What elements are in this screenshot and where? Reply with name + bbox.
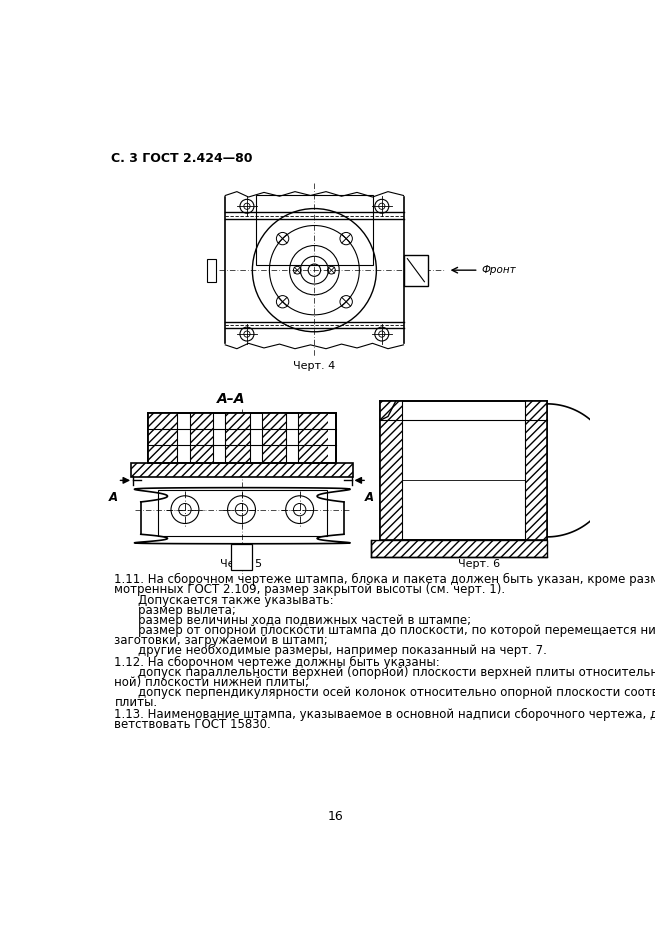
Text: размер от опорной плоскости штампа до плоскости, по которой перемещается нижний : размер от опорной плоскости штампа до пл… <box>138 624 655 637</box>
Text: 1.13. Наименование штампа, указываемое в основной надписи сборочного чертежа, до: 1.13. Наименование штампа, указываемое в… <box>115 708 655 721</box>
Bar <box>371 540 547 557</box>
Text: 16: 16 <box>328 810 343 823</box>
Text: ной) плоскости нижней плиты;: ной) плоскости нижней плиты; <box>115 676 309 689</box>
Text: допуск параллельности верхней (опорной) плоскости верхней плиты относительно ниж: допуск параллельности верхней (опорной) … <box>138 665 655 679</box>
Text: А: А <box>365 491 374 505</box>
Text: размер вылета;: размер вылета; <box>138 605 236 618</box>
Text: плиты.: плиты. <box>115 696 158 709</box>
Text: Допускается также указывать:: Допускается также указывать: <box>138 594 333 607</box>
Bar <box>189 413 213 462</box>
Bar <box>256 196 373 265</box>
Bar <box>298 413 328 462</box>
Bar <box>525 401 547 540</box>
Bar <box>263 413 286 462</box>
Text: Фронт: Фронт <box>482 265 516 275</box>
Text: А: А <box>108 491 117 505</box>
Text: Черт. 6: Черт. 6 <box>458 559 500 569</box>
Bar <box>148 413 178 462</box>
Bar <box>148 413 336 462</box>
Bar <box>148 413 336 462</box>
Text: 1.12. На сборочном чертеже должны быть указаны:: 1.12. На сборочном чертеже должны быть у… <box>115 656 440 669</box>
Text: А–А: А–А <box>216 392 245 406</box>
Bar <box>206 258 216 282</box>
Text: 1.11. На сборочном чертеже штампа, блока и пакета должен быть указан, кроме разм: 1.11. На сборочном чертеже штампа, блока… <box>115 573 655 586</box>
Text: Черт. 4: Черт. 4 <box>293 361 335 371</box>
Bar <box>403 255 428 285</box>
Bar <box>231 544 252 570</box>
Text: Черт. 5: Черт. 5 <box>221 559 263 569</box>
Text: заготовки, загружаемой в штамп;: заготовки, загружаемой в штамп; <box>115 635 328 648</box>
Bar <box>381 401 547 540</box>
Text: допуск перпендикулярности осей колонок относительно опорной плоскости соответств: допуск перпендикулярности осей колонок о… <box>138 686 655 699</box>
Bar <box>225 413 250 462</box>
Bar <box>131 462 353 476</box>
Bar <box>381 401 402 540</box>
Text: другие необходимые размеры, например показанный на черт. 7.: другие необходимые размеры, например пок… <box>138 644 546 657</box>
Text: С. 3 ГОСТ 2.424—80: С. 3 ГОСТ 2.424—80 <box>111 153 253 166</box>
Bar <box>158 490 327 535</box>
Text: ветствовать ГОСТ 15830.: ветствовать ГОСТ 15830. <box>115 718 271 730</box>
Text: размер величины хода подвижных частей в штампе;: размер величины хода подвижных частей в … <box>138 614 471 627</box>
Text: мотренных ГОСТ 2.109, размер закрытой высоты (см. черт. 1).: мотренных ГОСТ 2.109, размер закрытой вы… <box>115 583 506 596</box>
